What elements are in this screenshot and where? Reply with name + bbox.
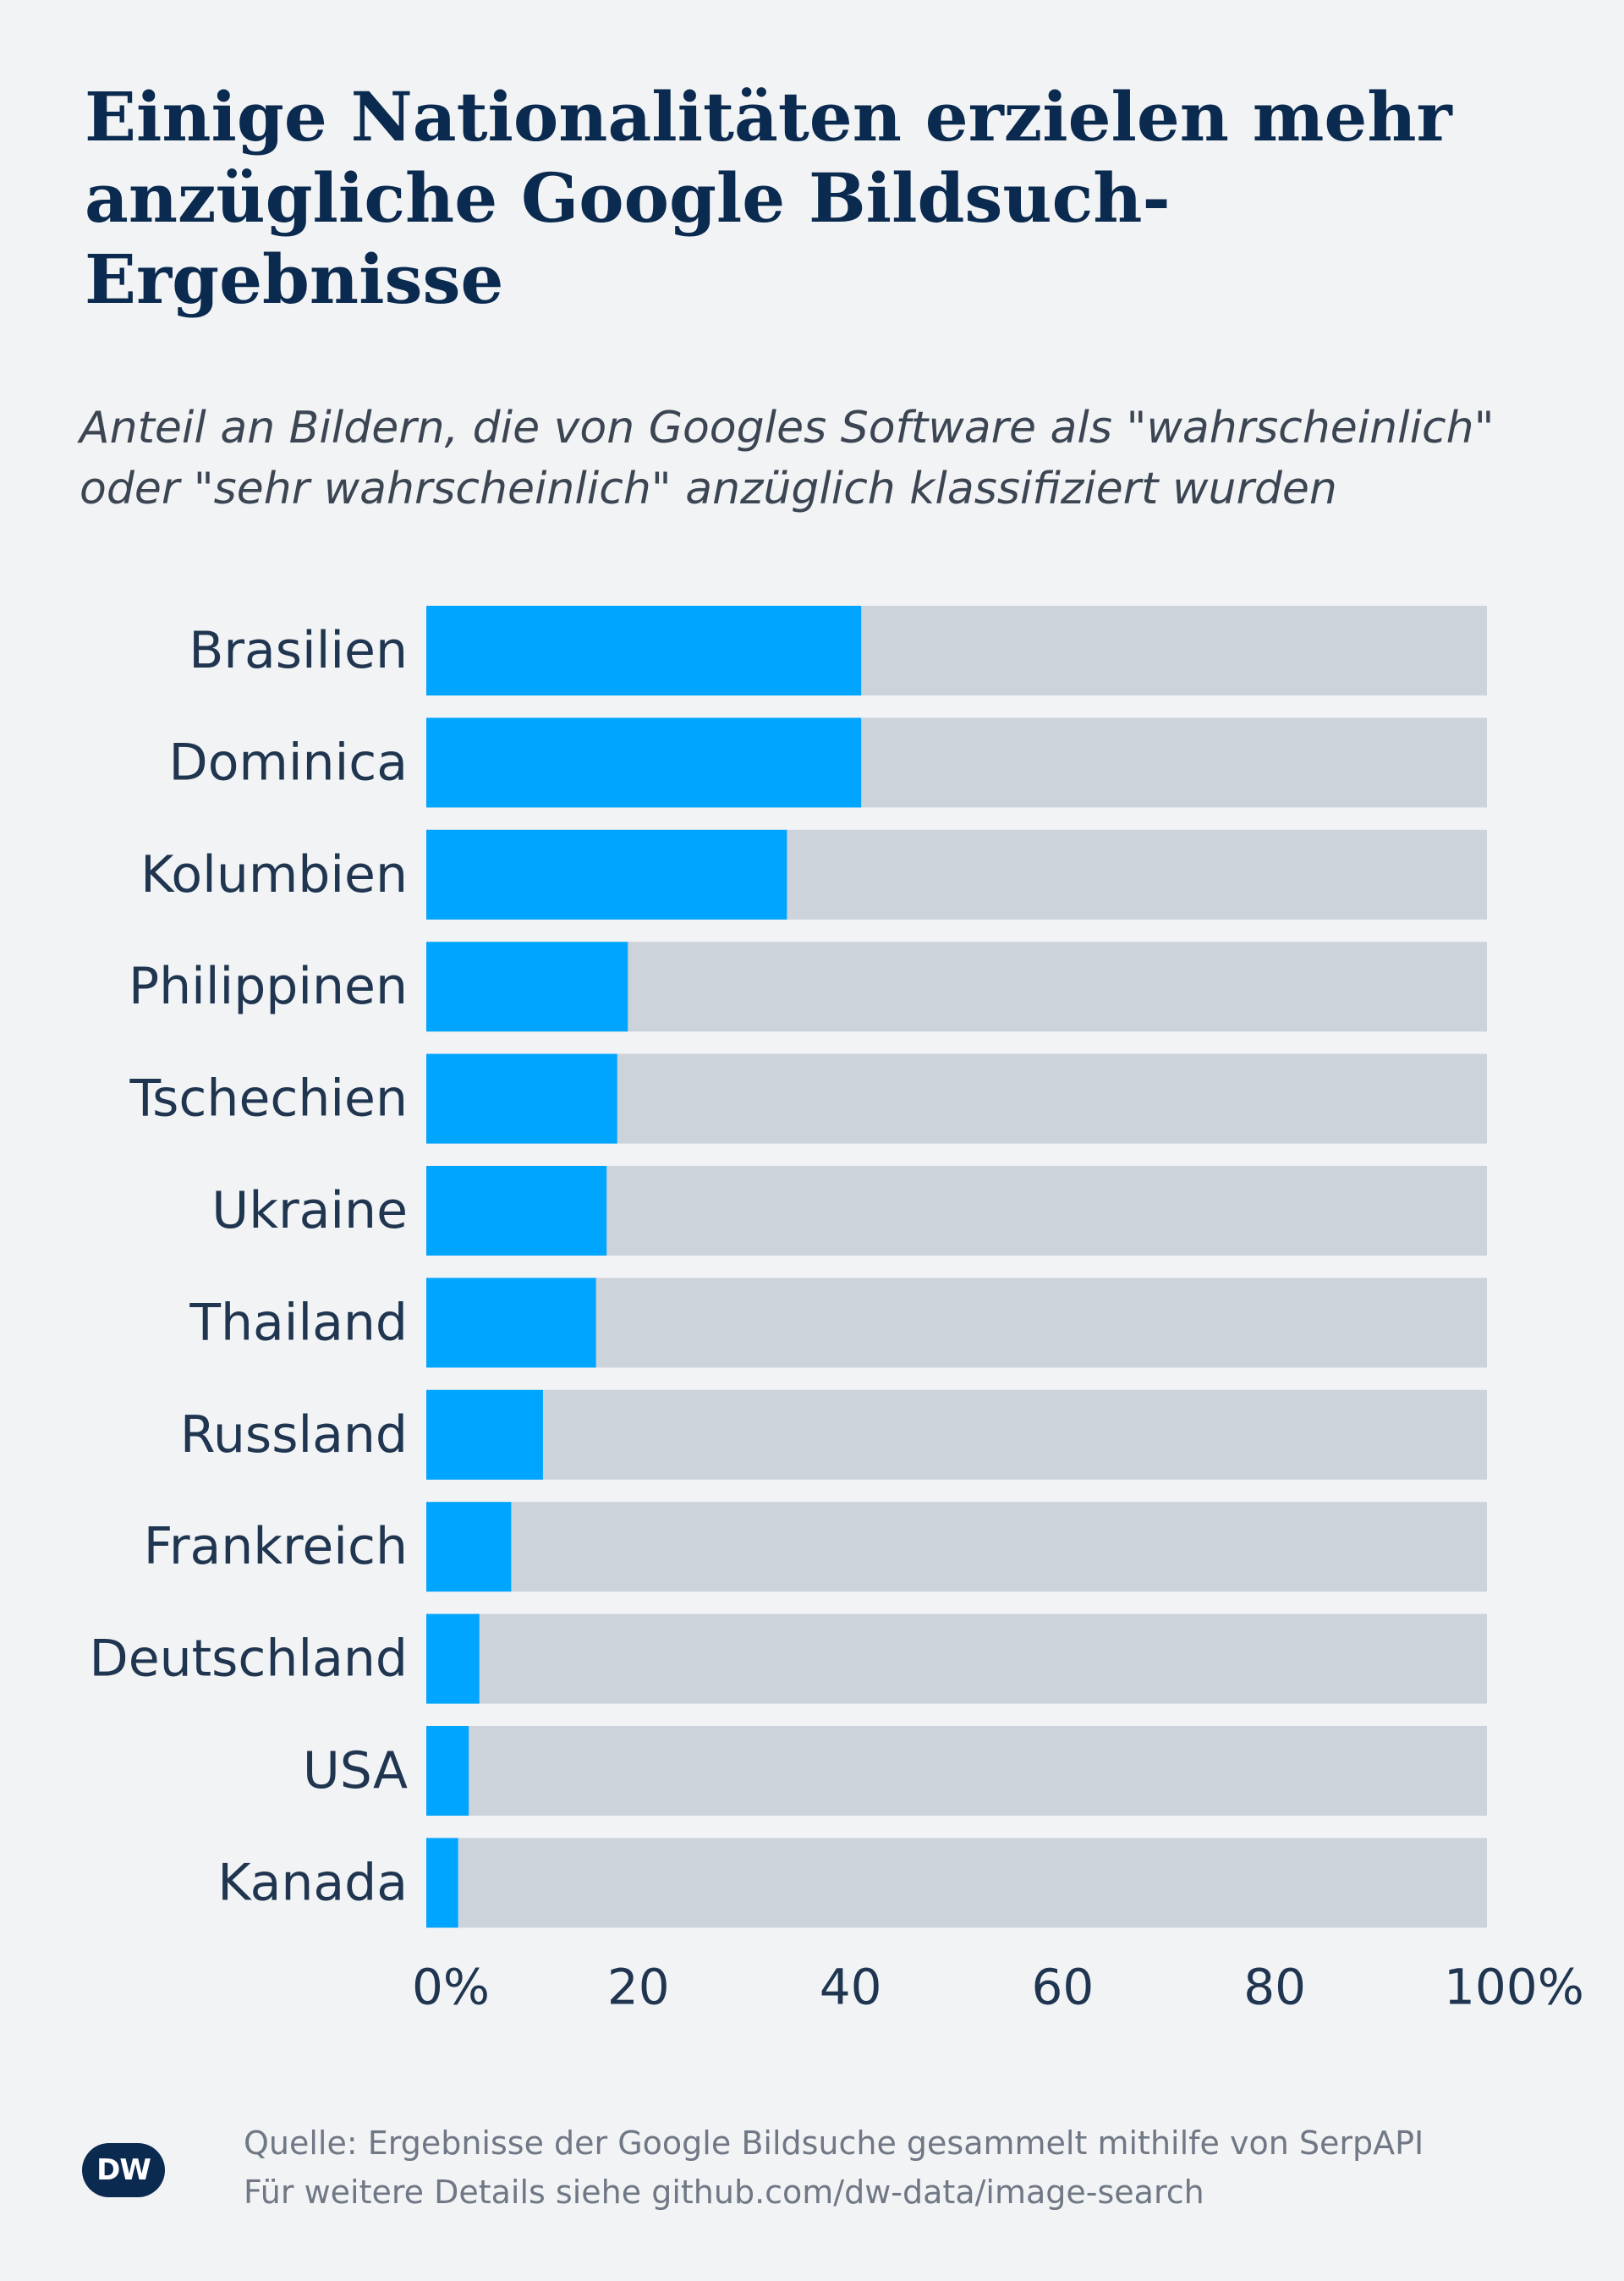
- bar-value-dominica: [426, 717, 862, 808]
- category-label-usa: USA: [303, 1741, 408, 1800]
- bar-remainder-frankreich: [426, 1502, 1487, 1592]
- bar-remainder-russland: [426, 1389, 1487, 1480]
- category-label-thailand: Thailand: [189, 1293, 408, 1352]
- bar-remainder-kanada: [426, 1838, 1487, 1928]
- bar-value-deutschland: [426, 1613, 480, 1704]
- bar-remainder-thailand: [426, 1278, 1487, 1368]
- source-line-2: Für weitere Details siehe github.com/dw-…: [244, 2174, 1204, 2211]
- bar-value-philippinen: [426, 942, 628, 1032]
- category-label-dominica: Dominica: [169, 733, 408, 792]
- category-label-frankreich: Frankreich: [144, 1517, 408, 1576]
- source-line-1: Quelle: Ergebnisse der Google Bildsuche …: [244, 2124, 1424, 2162]
- category-label-russland: Russland: [180, 1405, 408, 1465]
- x-tick-label-60: 60: [1031, 1958, 1094, 2015]
- category-label-deutschland: Deutschland: [90, 1630, 409, 1689]
- bar-value-frankreich: [426, 1502, 512, 1592]
- category-label-ukraine: Ukraine: [211, 1181, 408, 1240]
- x-tick-label-80: 80: [1243, 1958, 1306, 2015]
- bar-remainder-deutschland: [426, 1613, 1487, 1704]
- category-label-kanada: Kanada: [217, 1853, 408, 1912]
- category-label-group: Brasilien Dominica Kolumbien Philippinen Tsc…: [90, 621, 409, 1912]
- chart-title: Einige Nationalitäten erzielen mehr anzü…: [85, 76, 1573, 320]
- x-tick-label-0: 0%: [412, 1958, 490, 2015]
- bar-group: [426, 606, 1487, 1928]
- x-tick-label-100: 100%: [1444, 1958, 1584, 2015]
- chart-title-line-2: anzügliche Google Bildsuch-Ergebnisse: [85, 158, 1171, 319]
- source-note: Quelle: Ergebnisse der Google Bildsuche …: [244, 2119, 1580, 2217]
- bar-value-brasilien: [426, 606, 862, 695]
- bar-value-tschechien: [426, 1053, 617, 1144]
- bar-value-kolumbien: [426, 829, 787, 920]
- bar-chart: Brasilien Dominica Kolumbien Philippinen Tsc…: [90, 606, 1584, 2015]
- category-label-brasilien: Brasilien: [189, 621, 408, 680]
- bar-remainder-usa: [426, 1726, 1487, 1816]
- dw-logo: DW: [82, 2143, 165, 2197]
- category-label-kolumbien: Kolumbien: [140, 845, 408, 904]
- chart-title-line-1: Einige Nationalitäten erzielen mehr: [85, 77, 1452, 157]
- bar-value-ukraine: [426, 1166, 607, 1256]
- category-label-philippinen: Philippinen: [129, 957, 408, 1016]
- bar-value-kanada: [426, 1838, 458, 1928]
- x-tick-label-40: 40: [820, 1958, 882, 2015]
- chart-subtitle-line-1: Anteil an Bildern, die von Googles Softw…: [80, 403, 1495, 453]
- x-tick-label-20: 20: [607, 1958, 670, 2015]
- bar-value-russland: [426, 1389, 543, 1480]
- category-label-tschechien: Tschechien: [129, 1069, 408, 1129]
- bar-value-usa: [426, 1726, 469, 1816]
- bar-value-thailand: [426, 1278, 596, 1368]
- x-axis-tick-group: 0% 20 40 60 80 100%: [412, 1958, 1584, 2015]
- chart-subtitle-line-2: oder "sehr wahrscheinlich" anzüglich kla…: [80, 464, 1337, 514]
- dw-logo-text: DW: [96, 2153, 151, 2187]
- chart-subtitle: Anteil an Bildern, die von Googles Softw…: [80, 398, 1568, 519]
